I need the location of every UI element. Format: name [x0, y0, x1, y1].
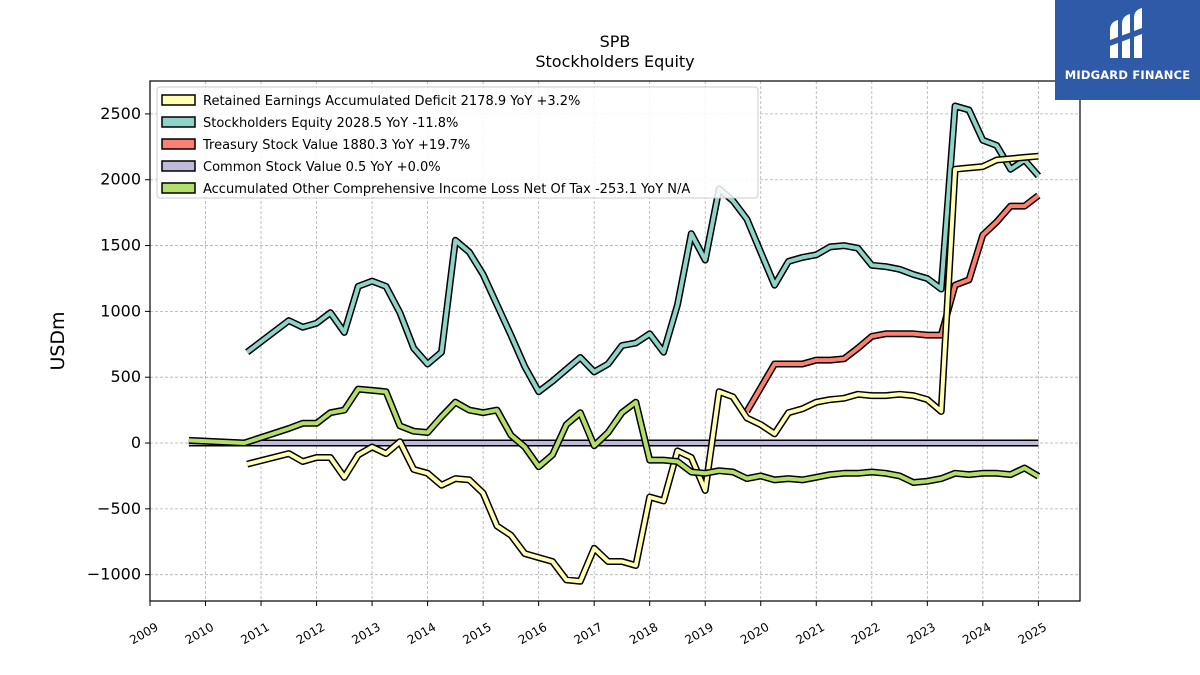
chart-title: SPB [600, 32, 631, 51]
y-axis: −1000 −500 0 500 1000 1500 2000 2500 [87, 104, 150, 584]
x-tick-label: 2015 [460, 620, 493, 647]
legend-swatch [161, 116, 196, 128]
brand-logo-mark-icon [1110, 8, 1142, 58]
brand-logo: MIDGARD FINANCE [1055, 0, 1200, 100]
series-layer [188, 102, 1042, 585]
series-line-accumulated-other-comprehensive-income-loss-net-of-tax [188, 387, 1040, 485]
y-tick-label: 1500 [100, 236, 141, 255]
x-tick-label: 2013 [349, 620, 382, 647]
y-tick-label: 1000 [100, 301, 141, 320]
x-tick-label: 2024 [960, 620, 993, 647]
x-tick-label: 2017 [571, 620, 604, 647]
x-tick-label: 2025 [1016, 620, 1049, 647]
legend-entry: Common Stock Value 0.5 YoY +0.0% [203, 160, 441, 175]
series-line-stockholders-equity [245, 104, 1040, 394]
x-axis: 2009 2010 2011 2012 2013 2014 2015 2016 2017 2018… [127, 601, 1049, 647]
x-tick-label: 2014 [405, 620, 438, 647]
x-tick-label: 2010 [183, 620, 216, 647]
legend-entry: Treasury Stock Value 1880.3 YoY +19.7% [202, 138, 470, 153]
legend-entry: Stockholders Equity 2028.5 YoY -11.8% [203, 116, 458, 131]
x-tick-label: 2020 [738, 620, 771, 647]
y-tick-label: 500 [110, 367, 141, 386]
legend-entry: Accumulated Other Comprehensive Income L… [203, 182, 690, 197]
legend-entry: Retained Earnings Accumulated Deficit 21… [203, 94, 580, 109]
legend-swatch [161, 160, 196, 172]
y-tick-label: 2000 [100, 170, 141, 189]
y-tick-label: −500 [97, 499, 141, 518]
x-tick-label: 2021 [794, 620, 827, 647]
x-tick-label: 2019 [682, 620, 715, 647]
brand-name: MIDGARD FINANCE [1064, 68, 1191, 82]
legend-swatch [161, 182, 196, 194]
series-line-retained-earnings-accumulated-deficit [246, 154, 1039, 584]
x-tick-label: 2011 [238, 620, 271, 647]
y-tick-label: 2500 [100, 104, 141, 123]
y-tick-label: 0 [131, 433, 141, 452]
chart-subtitle: Stockholders Equity [535, 52, 694, 71]
legend-swatch [161, 138, 196, 150]
x-tick-label: 2012 [294, 620, 327, 647]
plot-frame [149, 80, 1081, 602]
x-tick-label: 2016 [516, 620, 549, 647]
series-outline-treasury-stock-value [743, 192, 1041, 414]
series-outline-retained-earnings-accumulated-deficit [246, 152, 1039, 585]
x-tick-label: 2009 [127, 620, 160, 647]
legend-box [156, 86, 759, 199]
x-tick-label: 2022 [849, 620, 882, 647]
legend: Retained Earnings Accumulated Deficit 21… [156, 86, 759, 199]
legend-swatch [161, 94, 196, 106]
y-axis-label: USDm [47, 311, 69, 370]
x-tick-label: 2018 [627, 620, 660, 647]
x-tick-label: 2023 [905, 620, 938, 647]
series-line-treasury-stock-value [745, 193, 1040, 413]
y-tick-label: −1000 [87, 565, 141, 584]
